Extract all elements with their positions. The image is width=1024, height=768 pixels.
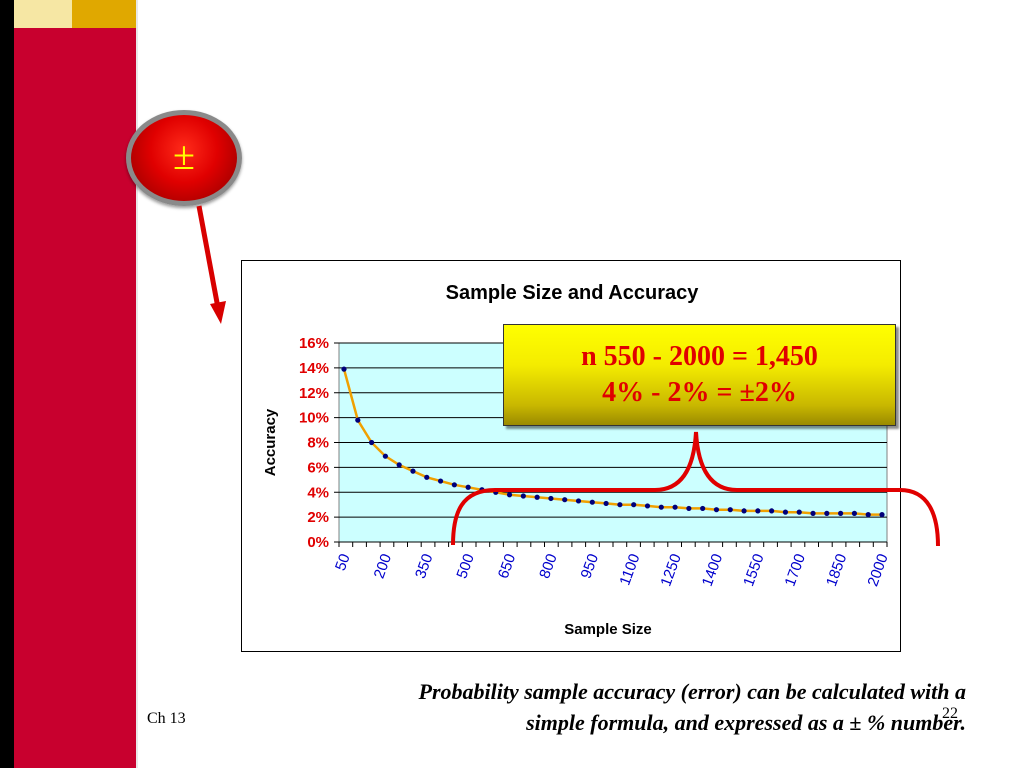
data-point xyxy=(672,504,678,510)
callout-box: n 550 - 2000 = 1,450 4% - 2% = ±2% xyxy=(503,324,896,426)
data-point xyxy=(700,505,706,512)
data-point xyxy=(396,462,402,468)
x-tick-label: 50 xyxy=(332,552,354,573)
slide-caption: Probability sample accuracy (error) can … xyxy=(250,676,967,738)
data-point xyxy=(617,502,623,508)
data-point xyxy=(534,494,540,500)
data-point xyxy=(851,510,858,516)
y-tick-label: 8% xyxy=(307,435,329,452)
x-tick-label: 350 xyxy=(412,552,437,581)
range-bracket-icon xyxy=(451,431,940,547)
data-point xyxy=(769,508,775,514)
data-point xyxy=(355,417,361,423)
x-tick-label: 800 xyxy=(536,552,561,581)
x-tick-label: 950 xyxy=(578,552,603,581)
data-point xyxy=(382,453,388,459)
data-point xyxy=(603,500,609,507)
y-tick-label: 2% xyxy=(307,509,329,526)
data-point xyxy=(341,366,347,372)
data-point xyxy=(741,508,747,514)
data-point xyxy=(520,493,526,499)
x-tick-label: 500 xyxy=(453,552,478,581)
data-point xyxy=(548,495,554,502)
x-tick-label: 200 xyxy=(371,552,396,581)
plus-minus-badge: ± xyxy=(126,110,242,206)
x-tick-label: 650 xyxy=(495,552,520,581)
data-point xyxy=(437,478,444,484)
data-point xyxy=(686,505,692,512)
footer-page-number: 22 xyxy=(942,705,958,722)
accuracy-chart: Sample Size and Accuracy 0% 2% 4% 6% 8% 10% 12… xyxy=(262,282,892,638)
y-tick-label: 10% xyxy=(299,410,329,427)
plus-minus-symbol: ± xyxy=(173,133,195,178)
caption-line-1: Probability sample accuracy (error) can … xyxy=(418,679,967,704)
y-axis-label: Accuracy xyxy=(262,408,279,476)
data-point xyxy=(865,512,871,518)
data-point xyxy=(824,510,830,516)
data-point xyxy=(879,512,885,518)
data-point xyxy=(575,498,582,504)
left-red-sidebar xyxy=(14,0,136,768)
sidebar-edge xyxy=(136,0,138,768)
corner-tab-gold xyxy=(72,0,136,28)
y-tick-label: 6% xyxy=(307,459,329,476)
arrow-pointer-icon xyxy=(196,205,226,324)
y-axis-ticks: 0% 2% 4% 6% 8% 10% 12% 14% 16% xyxy=(299,335,339,551)
data-point xyxy=(465,484,471,490)
x-tick-label: 1400 xyxy=(699,552,726,589)
x-tick-label: 2000 xyxy=(864,552,891,589)
y-tick-label: 4% xyxy=(307,484,329,501)
data-point xyxy=(838,510,844,516)
data-point xyxy=(755,508,761,514)
y-tick-label: 14% xyxy=(299,360,329,377)
footer-chapter: Ch 13 xyxy=(147,710,186,727)
data-points xyxy=(341,366,885,518)
data-point xyxy=(644,503,651,509)
accuracy-curve xyxy=(342,368,882,516)
callout-line-2: 4% - 2% = ±2% xyxy=(602,377,797,408)
data-point xyxy=(424,474,430,480)
data-point xyxy=(631,502,637,508)
data-point xyxy=(410,468,416,474)
chart-title: Sample Size and Accuracy xyxy=(446,282,700,304)
x-tick-label: 1850 xyxy=(823,552,850,589)
data-point xyxy=(713,507,720,513)
x-axis-label: Sample Size xyxy=(564,621,652,638)
data-point xyxy=(368,439,375,446)
data-point xyxy=(506,492,513,498)
y-tick-label: 0% xyxy=(307,534,329,551)
y-tick-label: 12% xyxy=(299,385,329,402)
data-point xyxy=(782,509,789,515)
caption-line-2: simple formula, and expressed as a ± % n… xyxy=(526,710,966,735)
data-point xyxy=(658,504,664,510)
data-point xyxy=(796,509,802,515)
x-tick-label: 1550 xyxy=(740,552,767,589)
y-tick-label: 16% xyxy=(299,335,329,352)
data-point xyxy=(562,497,568,503)
x-tick-label: 1700 xyxy=(782,552,809,589)
callout-line-1: n 550 - 2000 = 1,450 xyxy=(581,341,818,372)
data-point xyxy=(451,482,457,488)
left-black-strip xyxy=(0,0,14,768)
data-point xyxy=(810,510,816,516)
corner-tab-cream xyxy=(14,0,72,28)
data-point xyxy=(589,499,595,505)
data-point xyxy=(727,507,733,513)
x-tick-label: 1100 xyxy=(616,552,643,588)
x-tick-label: 1250 xyxy=(657,552,684,589)
